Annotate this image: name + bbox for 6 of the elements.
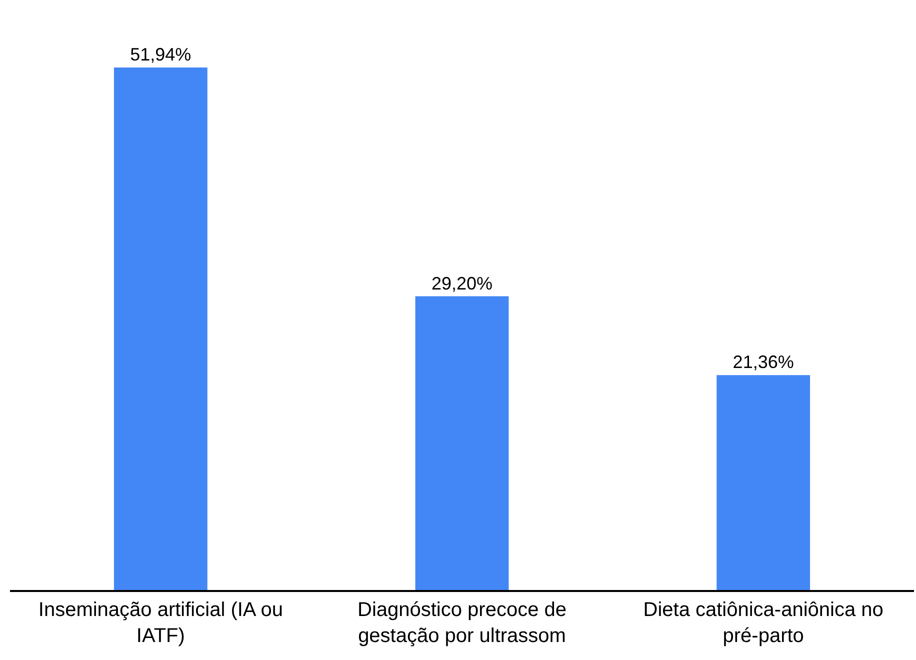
x-tick-label: Inseminação artificial (IA ou IATF) — [38, 598, 283, 647]
x-tick-label: Diagnóstico precoce de gestação por ultrassom — [357, 598, 567, 647]
data-label: 21,36% — [732, 352, 794, 372]
data-label: 51,94% — [130, 44, 192, 64]
data-label: 29,20% — [431, 273, 493, 294]
x-tick-label: Dieta catiônica-aniônica no pré-parto — [643, 598, 884, 647]
